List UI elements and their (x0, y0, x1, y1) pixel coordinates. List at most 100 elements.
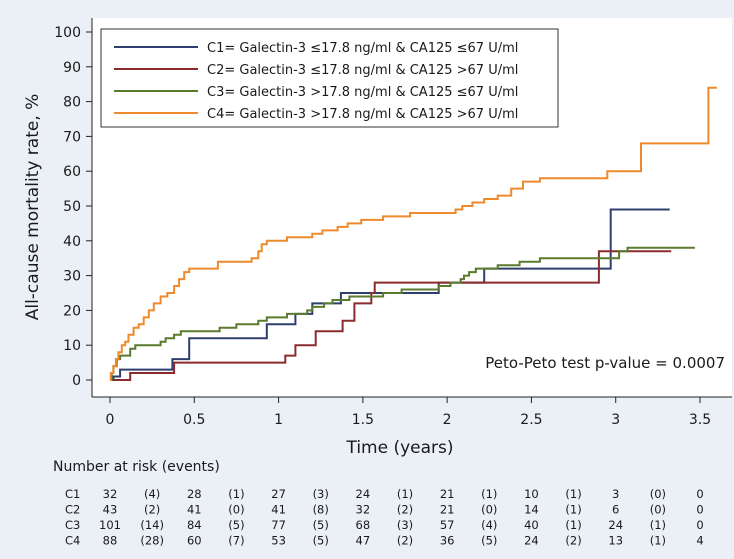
risk-cell: (4) (481, 518, 497, 532)
risk-cell: (3) (313, 487, 329, 501)
risk-cell: (2) (397, 503, 413, 517)
risk-cell: (0) (228, 503, 244, 517)
series-line-c4 (109, 86, 717, 381)
y-tick-label: 40 (63, 234, 81, 250)
risk-cell: (1) (481, 487, 497, 501)
risk-cell: (28) (140, 534, 164, 548)
y-axis-title: All-cause mortality rate, % (23, 94, 43, 321)
axes: 0 10 20 30 40 50 60 70 80 90 100 0 0.5 1 1.5 2 2.5 3 3.5 (54, 18, 732, 428)
risk-cell: 84 (187, 518, 202, 532)
risk-cell: (4) (144, 487, 160, 501)
y-tick-label: 80 (63, 95, 81, 111)
x-tick-label: 3.5 (689, 412, 711, 428)
risk-cell: 0 (696, 487, 703, 501)
risk-table-title: Number at risk (events) (53, 459, 220, 475)
legend-label-c3: C3= Galectin-3 >17.8 ng/ml & CA125 ≤67 U… (207, 85, 518, 100)
x-tick-label: 0.5 (183, 412, 205, 428)
risk-cell: 13 (608, 534, 623, 548)
risk-cell: (7) (228, 534, 244, 548)
x-tick-label: 0 (106, 412, 115, 428)
x-axis-title: Time (years) (345, 438, 453, 458)
x-tick-label: 1.5 (352, 412, 374, 428)
risk-cell: 10 (524, 487, 539, 501)
legend-label-c2: C2= Galectin-3 ≤17.8 ng/ml & CA125 >67 U… (207, 63, 518, 78)
risk-cell: (1) (565, 487, 581, 501)
risk-cell: 24 (524, 534, 539, 548)
risk-cell: 32 (103, 487, 118, 501)
risk-cell: (5) (481, 534, 497, 548)
y-tick-label: 0 (72, 373, 81, 389)
risk-cell: 6 (612, 503, 619, 517)
y-tick-label: 90 (63, 60, 81, 76)
y-tick-label: 50 (63, 199, 81, 215)
risk-cell: 47 (356, 534, 371, 548)
risk-cell: 4 (696, 534, 703, 548)
x-tick-label: 3 (611, 412, 620, 428)
risk-cell: 3 (612, 487, 619, 501)
y-tick-label: 10 (63, 338, 81, 354)
risk-cell: 60 (187, 534, 202, 548)
annotation-pvalue: Peto-Peto test p-value = 0.0007 (485, 354, 725, 372)
risk-table: Number at risk (events) C1 32 (4) 28 (1) 27 (3)… (53, 459, 704, 548)
risk-cell: (0) (650, 487, 666, 501)
risk-cell: (1) (650, 534, 666, 548)
risk-cell: (2) (144, 503, 160, 517)
risk-cell: 40 (524, 518, 539, 532)
risk-cell: 53 (271, 534, 286, 548)
y-tick-label: 70 (63, 129, 81, 145)
y-tick-label: 100 (54, 25, 81, 41)
risk-cell: (5) (313, 518, 329, 532)
risk-cell: 28 (187, 487, 202, 501)
legend-box (100, 28, 559, 128)
risk-cell: 0 (696, 518, 703, 532)
risk-cell: 0 (696, 503, 703, 517)
risk-cell: (5) (228, 518, 244, 532)
risk-cell: 14 (524, 503, 539, 517)
risk-cell: (1) (397, 487, 413, 501)
risk-cell: (5) (313, 534, 329, 548)
risk-cell: 88 (103, 534, 118, 548)
risk-cell: 21 (440, 503, 455, 517)
risk-cell: (1) (650, 518, 666, 532)
y-tick-label: 30 (63, 269, 81, 285)
risk-cell: (1) (565, 503, 581, 517)
risk-cell: 41 (187, 503, 202, 517)
risk-cell: 32 (356, 503, 371, 517)
risk-cell: 68 (356, 518, 371, 532)
y-tick-label: 60 (63, 164, 81, 180)
legend-label-c4: C4= Galectin-3 >17.8 ng/ml & CA125 >67 U… (207, 107, 518, 122)
risk-cell: 27 (271, 487, 286, 501)
risk-cell: 77 (271, 518, 286, 532)
risk-cell: 57 (440, 518, 455, 532)
risk-cell: (0) (481, 503, 497, 517)
risk-cell: 21 (440, 487, 455, 501)
risk-cell: (1) (228, 487, 244, 501)
risk-cell: 36 (440, 534, 455, 548)
x-tick-label: 2.5 (520, 412, 542, 428)
series-line-c1 (110, 208, 670, 381)
risk-cell: (0) (650, 503, 666, 517)
risk-cell: 101 (99, 518, 121, 532)
risk-row-label: C4 (65, 534, 80, 548)
risk-cell: 24 (608, 518, 623, 532)
legend: C1= Galectin-3 ≤17.8 ng/ml & CA125 ≤67 U… (100, 28, 559, 128)
risk-cell: 24 (356, 487, 371, 501)
risk-cell: 41 (271, 503, 286, 517)
y-tick-label: 20 (63, 303, 81, 319)
risk-cell: (2) (565, 534, 581, 548)
risk-cell: (8) (313, 503, 329, 517)
risk-cell: (1) (565, 518, 581, 532)
risk-row-label: C2 (65, 503, 80, 517)
series-line-c3 (110, 246, 695, 381)
x-tick-label: 2 (443, 412, 452, 428)
series-layer (109, 86, 717, 381)
x-tick-label: 1 (274, 412, 283, 428)
risk-cell: (3) (397, 518, 413, 532)
series-line-c2 (110, 250, 672, 381)
risk-cell: (14) (140, 518, 164, 532)
risk-cell: (2) (397, 534, 413, 548)
risk-row-label: C3 (65, 518, 80, 532)
legend-label-c1: C1= Galectin-3 ≤17.8 ng/ml & CA125 ≤67 U… (207, 41, 518, 56)
risk-cell: 43 (103, 503, 118, 517)
